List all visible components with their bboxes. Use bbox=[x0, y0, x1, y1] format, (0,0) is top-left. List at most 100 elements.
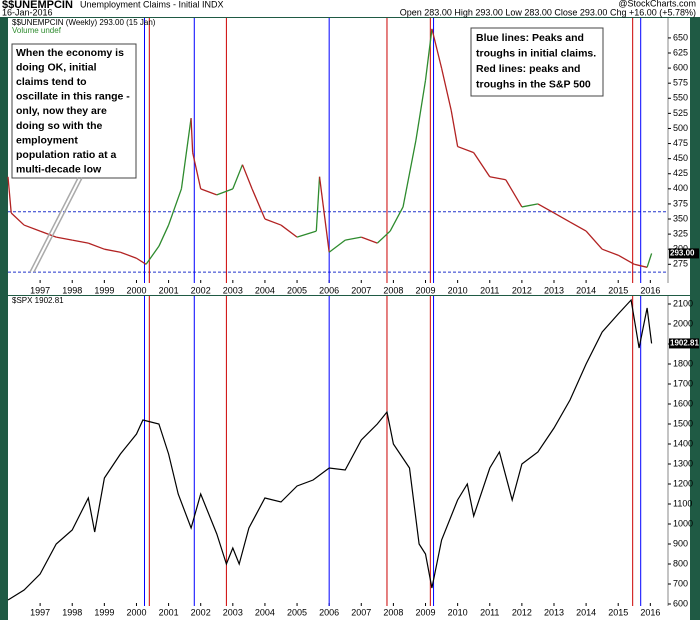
x-tick-label: 2010 bbox=[448, 607, 468, 617]
source: @StockCharts.com bbox=[618, 0, 696, 8]
line-segment bbox=[424, 28, 433, 81]
annotation-pointer bbox=[33, 177, 83, 273]
x-tick-label: 2000 bbox=[126, 285, 146, 295]
x-tick-label: 1997 bbox=[30, 285, 50, 295]
line-segment bbox=[180, 118, 192, 189]
y-tick-label: 1700 bbox=[673, 378, 693, 388]
line-segment bbox=[72, 239, 89, 244]
header-bar bbox=[0, 0, 700, 17]
x-tick-label: 2001 bbox=[159, 607, 179, 617]
date: 16-Jan-2016 bbox=[2, 7, 53, 17]
y-tick-label: 1100 bbox=[673, 498, 692, 508]
x-tick-label: 2013 bbox=[544, 607, 564, 617]
symbol-name: Unemployment Claims - Initial INDX bbox=[80, 0, 224, 9]
x-tick-label: 2016 bbox=[640, 607, 660, 617]
line-segment bbox=[617, 254, 635, 265]
x-tick-label: 2009 bbox=[416, 607, 436, 617]
y-tick-label: 900 bbox=[673, 538, 688, 548]
y-tick-label: 800 bbox=[673, 558, 688, 568]
annotation-text: employment bbox=[16, 134, 78, 146]
y-tick-label: 550 bbox=[673, 93, 688, 103]
line-segment bbox=[450, 110, 459, 147]
x-tick-label: 2004 bbox=[255, 285, 275, 295]
annotation-text: claims tend to bbox=[16, 76, 87, 88]
line-segment bbox=[376, 230, 391, 244]
line-segment bbox=[585, 230, 603, 250]
x-tick-label: 2004 bbox=[255, 607, 275, 617]
y-tick-label: 700 bbox=[673, 578, 688, 588]
line-segment bbox=[328, 239, 346, 253]
line-segment bbox=[296, 230, 317, 238]
x-tick-label: 2007 bbox=[351, 285, 371, 295]
line-segment bbox=[10, 212, 25, 226]
y-tick-label: 500 bbox=[673, 123, 688, 133]
line-segment bbox=[264, 218, 282, 226]
line-segment bbox=[440, 67, 452, 111]
x-tick-label: 1999 bbox=[94, 285, 114, 295]
symbol: $$UNEMPCIN bbox=[2, 0, 73, 11]
x-tick-label: 2002 bbox=[191, 285, 211, 295]
line-segment bbox=[39, 230, 57, 238]
line-segment bbox=[569, 221, 587, 232]
line-segment bbox=[646, 253, 653, 268]
line-segment bbox=[457, 145, 474, 154]
y-tick-label: 350 bbox=[673, 213, 688, 223]
line-segment bbox=[190, 118, 194, 153]
x-tick-label: 2014 bbox=[576, 285, 596, 295]
line-segment bbox=[389, 206, 404, 232]
y-tick-label: 1400 bbox=[673, 438, 693, 448]
annotation-text: troughs in initial claims. bbox=[476, 47, 596, 59]
x-tick-label: 2009 bbox=[416, 285, 436, 295]
line-segment bbox=[415, 80, 427, 141]
last-value-box bbox=[669, 338, 699, 349]
y-tick-label: 1800 bbox=[673, 358, 693, 368]
x-tick-label: 2007 bbox=[351, 607, 371, 617]
line-segment bbox=[537, 203, 555, 214]
x-tick-label: 2005 bbox=[287, 285, 307, 295]
line-series bbox=[7, 298, 653, 601]
x-tick-label: 2011 bbox=[480, 285, 499, 295]
x-tick-label: 2003 bbox=[223, 607, 243, 617]
annotation-box bbox=[470, 27, 604, 97]
y-tick-label: 1300 bbox=[673, 458, 693, 468]
y-tick-label: 400 bbox=[673, 183, 688, 193]
line-segment bbox=[88, 242, 105, 250]
y-tick-label: 600 bbox=[673, 62, 688, 72]
x-tick-label: 1998 bbox=[62, 607, 82, 617]
ohlc: Open 283.00 High 293.00 Low 283.00 Close… bbox=[400, 7, 696, 17]
legend: $SPX 1902.81 bbox=[12, 296, 64, 305]
y-tick-label: 325 bbox=[673, 228, 688, 238]
last-value-label: 293.00 bbox=[670, 249, 695, 258]
y-tick-label: 600 bbox=[673, 598, 688, 608]
line-segment bbox=[56, 236, 73, 241]
annotation-text: multi-decade low bbox=[16, 164, 102, 176]
x-axis-strip bbox=[8, 283, 690, 295]
x-tick-label: 2002 bbox=[191, 607, 211, 617]
legend: $$UNEMPCIN (Weekly) 293.00 (15 Jan) bbox=[12, 18, 156, 27]
x-axis-strip bbox=[8, 606, 690, 620]
annotation-pointer bbox=[29, 177, 79, 273]
line-segment bbox=[241, 164, 253, 190]
panel bbox=[8, 296, 690, 606]
line-segment bbox=[280, 224, 298, 238]
line-segment bbox=[634, 263, 648, 268]
x-tick-label: 2008 bbox=[383, 607, 403, 617]
line-segment bbox=[318, 176, 330, 253]
x-tick-label: 2001 bbox=[159, 285, 179, 295]
line-segment bbox=[553, 212, 571, 223]
line-segment bbox=[7, 176, 12, 214]
annotation-text: oscillate in this range - bbox=[16, 91, 130, 103]
line-segment bbox=[251, 188, 266, 220]
y-tick-label: 450 bbox=[673, 153, 688, 163]
legend-volume: Volume undef bbox=[12, 26, 62, 35]
annotation-text: Blue lines: Peaks and bbox=[476, 32, 584, 44]
line-segment bbox=[167, 188, 183, 226]
annotation-text: doing OK, initial bbox=[16, 61, 97, 73]
line-segment bbox=[601, 248, 619, 256]
line-segment bbox=[431, 28, 443, 69]
line-segment bbox=[473, 152, 491, 178]
line-segment bbox=[145, 245, 160, 265]
y-tick-label: 625 bbox=[673, 47, 688, 57]
